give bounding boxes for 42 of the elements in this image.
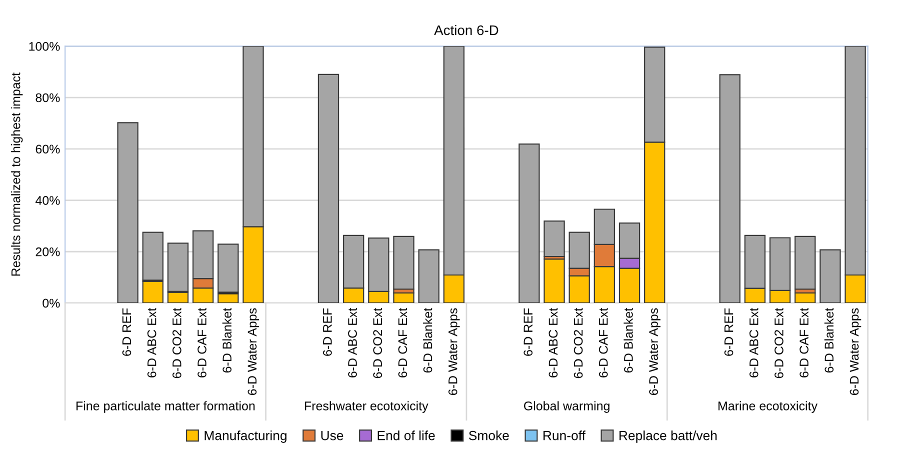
legend-label: Smoke xyxy=(468,430,509,440)
x-tick-label: 6-D Blanket xyxy=(423,308,432,373)
legend-label: Replace batt/veh xyxy=(620,430,717,443)
x-tick-label: 6-D CO2 Ext xyxy=(373,308,382,378)
legend-label: Manufacturing xyxy=(204,430,286,443)
x-tick-label: 6-D REF xyxy=(524,308,533,356)
text: Marine ecotoxicity xyxy=(718,401,818,413)
x-tick-label: 6-D CAF Ext xyxy=(198,308,206,378)
text: Fine particulate matter formation xyxy=(76,401,255,413)
y-tick-label: 20% xyxy=(36,247,60,256)
x-tick-label: 6-D CAF Ext xyxy=(598,308,608,378)
x-tick-label: 6-D Blanket xyxy=(824,308,834,373)
y-tick-label: 80% xyxy=(36,93,60,102)
x-tick-label: 6-D CO2 Ext xyxy=(172,308,182,378)
x-tick-label: 6-D REF xyxy=(322,308,332,356)
y-tick-label: 100% xyxy=(29,42,60,51)
chart-title: Action 6-D xyxy=(434,24,498,36)
x-tick-label: 6-D CO2 Ext xyxy=(574,308,583,378)
x-tick-label: 6-D CAF Ext xyxy=(398,308,408,378)
text: Global warming xyxy=(524,401,610,413)
x-tick-label: 6-D Water Apps xyxy=(248,308,260,395)
x-tick-label: 6-D ABC Ext xyxy=(749,308,758,378)
x-tick-label: 6-D REF xyxy=(724,308,734,356)
x-tick-label: 6-D ABC Ext xyxy=(548,308,558,378)
x-tick-label: 6-D ABC Ext xyxy=(348,308,357,378)
y-tick-label: 0% xyxy=(42,298,60,308)
y-axis-title: Results normalized to highest impact xyxy=(11,72,23,276)
text: Freshwater ecotoxicity xyxy=(304,401,428,413)
legend-label: Run-off xyxy=(544,430,586,440)
x-tick-label: 6-D Water Apps xyxy=(649,308,660,395)
x-tick-label: 6-D CAF Ext xyxy=(800,308,808,378)
x-tick-label: 6-D Blanket xyxy=(222,308,232,373)
x-tick-label: 6-D REF xyxy=(122,308,132,356)
y-tick-label: 40% xyxy=(35,196,60,205)
x-tick-label: 6-D Blanket xyxy=(624,308,633,373)
legend-label: End of life xyxy=(378,430,435,440)
legend-label: Use xyxy=(321,431,344,440)
x-tick-label: 6-D CO2 Ext xyxy=(774,308,784,378)
x-tick-label: 6-D ABC Ext xyxy=(147,308,156,378)
y-tick-label: 60% xyxy=(36,144,60,154)
x-tick-label: 6-D Water Apps xyxy=(850,308,862,395)
x-tick-label: 6-D Water Apps xyxy=(448,308,460,395)
